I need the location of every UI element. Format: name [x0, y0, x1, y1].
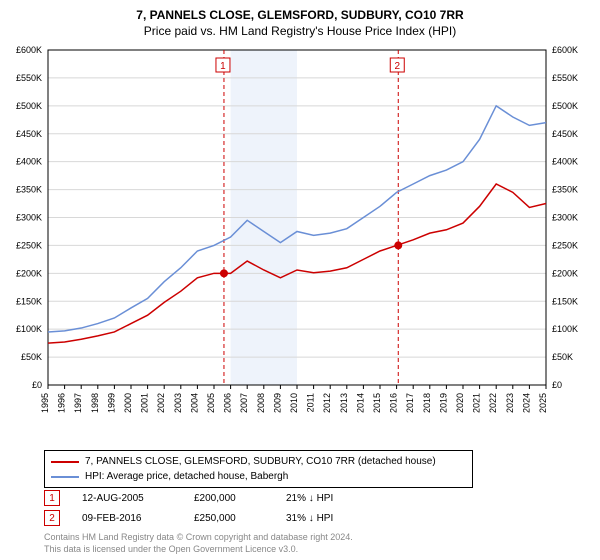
svg-text:2011: 2011 — [306, 393, 316, 412]
svg-text:2015: 2015 — [372, 393, 382, 413]
transaction-row: 1 12-AUG-2005 £200,000 21% ↓ HPI — [44, 490, 376, 506]
legend-swatch — [51, 476, 79, 478]
svg-text:2021: 2021 — [472, 393, 482, 413]
svg-text:£0: £0 — [32, 380, 42, 390]
svg-text:2025: 2025 — [538, 393, 548, 413]
svg-text:£550K: £550K — [552, 73, 578, 83]
svg-text:£50K: £50K — [21, 352, 42, 362]
legend-label: 7, PANNELS CLOSE, GLEMSFORD, SUDBURY, CO… — [85, 454, 436, 469]
svg-text:£550K: £550K — [16, 73, 42, 83]
svg-text:2018: 2018 — [422, 393, 432, 413]
svg-text:£600K: £600K — [552, 45, 578, 55]
transaction-pct: 21% ↓ HPI — [286, 493, 376, 504]
chart-subtitle: Price paid vs. HM Land Registry's House … — [0, 22, 600, 38]
svg-text:£450K: £450K — [552, 129, 578, 139]
svg-text:2000: 2000 — [123, 393, 133, 413]
transaction-date: 09-FEB-2016 — [82, 513, 172, 524]
transactions-table: 1 12-AUG-2005 £200,000 21% ↓ HPI 2 09-FE… — [44, 490, 376, 530]
svg-text:£500K: £500K — [552, 101, 578, 111]
svg-text:2013: 2013 — [339, 393, 349, 413]
transaction-pct: 31% ↓ HPI — [286, 513, 376, 524]
svg-text:£200K: £200K — [552, 268, 578, 278]
svg-text:2001: 2001 — [140, 393, 150, 413]
attribution: Contains HM Land Registry data © Crown c… — [44, 532, 353, 555]
svg-text:£350K: £350K — [16, 185, 42, 195]
svg-text:£0: £0 — [552, 380, 562, 390]
legend: 7, PANNELS CLOSE, GLEMSFORD, SUDBURY, CO… — [44, 450, 473, 488]
svg-text:2010: 2010 — [289, 393, 299, 413]
attribution-line: Contains HM Land Registry data © Crown c… — [44, 532, 353, 544]
svg-text:2004: 2004 — [189, 393, 199, 413]
svg-text:2023: 2023 — [505, 393, 515, 413]
svg-text:£200K: £200K — [16, 268, 42, 278]
attribution-line: This data is licensed under the Open Gov… — [44, 544, 353, 556]
svg-text:2008: 2008 — [256, 393, 266, 413]
svg-text:2017: 2017 — [405, 393, 415, 413]
svg-text:£150K: £150K — [552, 296, 578, 306]
svg-text:2020: 2020 — [455, 393, 465, 413]
svg-text:1996: 1996 — [57, 393, 67, 413]
transaction-badge: 1 — [44, 490, 60, 506]
svg-text:1998: 1998 — [90, 393, 100, 413]
transaction-badge: 2 — [44, 510, 60, 526]
svg-text:£500K: £500K — [16, 101, 42, 111]
transaction-price: £250,000 — [194, 513, 264, 524]
svg-text:1995: 1995 — [40, 393, 50, 413]
svg-text:2003: 2003 — [173, 393, 183, 413]
price-chart: £0£0£50K£50K£100K£100K£150K£150K£200K£20… — [48, 50, 546, 415]
svg-text:2019: 2019 — [438, 393, 448, 413]
svg-text:2007: 2007 — [239, 393, 249, 413]
svg-text:2009: 2009 — [272, 393, 282, 413]
svg-text:£250K: £250K — [552, 240, 578, 250]
svg-text:£250K: £250K — [16, 240, 42, 250]
svg-text:£100K: £100K — [552, 324, 578, 334]
svg-text:1999: 1999 — [106, 393, 116, 413]
svg-text:£400K: £400K — [552, 157, 578, 167]
svg-text:2002: 2002 — [156, 393, 166, 413]
svg-text:£350K: £350K — [552, 185, 578, 195]
svg-text:2: 2 — [394, 61, 400, 72]
svg-text:£50K: £50K — [552, 352, 573, 362]
svg-text:£300K: £300K — [552, 213, 578, 223]
svg-text:2024: 2024 — [521, 393, 531, 413]
svg-text:1997: 1997 — [73, 393, 83, 413]
svg-text:2012: 2012 — [322, 393, 332, 413]
svg-text:£300K: £300K — [16, 213, 42, 223]
chart-container: 7, PANNELS CLOSE, GLEMSFORD, SUDBURY, CO… — [0, 0, 600, 560]
svg-text:£600K: £600K — [16, 45, 42, 55]
chart-title: 7, PANNELS CLOSE, GLEMSFORD, SUDBURY, CO… — [0, 0, 600, 22]
legend-label: HPI: Average price, detached house, Babe… — [85, 469, 288, 484]
transaction-date: 12-AUG-2005 — [82, 493, 172, 504]
svg-text:£450K: £450K — [16, 129, 42, 139]
legend-item: HPI: Average price, detached house, Babe… — [51, 469, 466, 484]
svg-text:2006: 2006 — [223, 393, 233, 413]
svg-text:£100K: £100K — [16, 324, 42, 334]
svg-text:2005: 2005 — [206, 393, 216, 413]
svg-text:2014: 2014 — [355, 393, 365, 413]
transaction-row: 2 09-FEB-2016 £250,000 31% ↓ HPI — [44, 510, 376, 526]
legend-swatch — [51, 461, 79, 463]
transaction-price: £200,000 — [194, 493, 264, 504]
svg-text:1: 1 — [220, 61, 226, 72]
svg-text:2022: 2022 — [488, 393, 498, 413]
legend-item: 7, PANNELS CLOSE, GLEMSFORD, SUDBURY, CO… — [51, 454, 466, 469]
svg-text:£150K: £150K — [16, 296, 42, 306]
svg-text:£400K: £400K — [16, 157, 42, 167]
svg-text:2016: 2016 — [389, 393, 399, 413]
